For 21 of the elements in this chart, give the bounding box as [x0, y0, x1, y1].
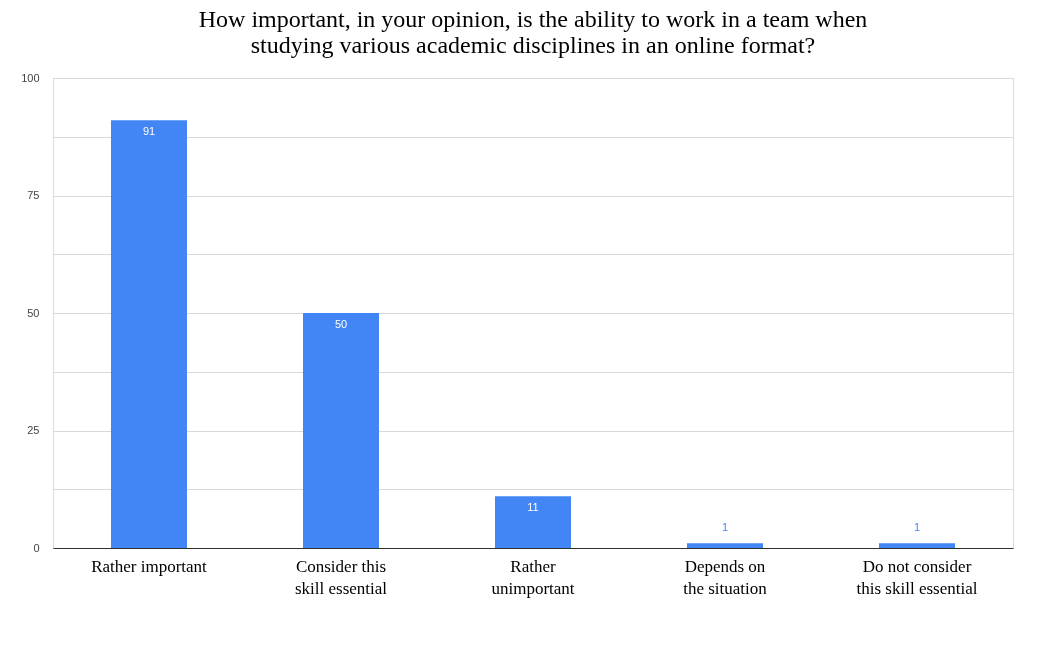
bar	[111, 120, 187, 548]
data-label: 1	[913, 521, 921, 534]
data-label: 1	[721, 521, 729, 534]
bar	[495, 496, 571, 548]
x-tick-label: Rather important	[91, 556, 208, 576]
y-tick-label: 100	[21, 71, 40, 84]
y-tick-label: 0	[33, 541, 40, 554]
x-tick-label: Depends on the situation	[683, 556, 768, 598]
data-label: 91	[142, 125, 156, 138]
y-tick-label: 25	[27, 424, 40, 436]
x-tick-label: Rather unimportant	[491, 556, 575, 598]
bar	[687, 543, 763, 548]
chart-title: How important, in your opinion, is the ability to work in a team when studying various academic disciplines in an online format?	[198, 6, 868, 58]
data-label: 50	[334, 318, 348, 330]
bar	[879, 543, 955, 548]
y-tick-label: 50	[27, 306, 40, 319]
y-tick-label: 75	[27, 189, 40, 201]
x-tick-label: Do not consider this skill essential	[856, 556, 978, 598]
x-tick-label: Consider this skill essential	[294, 556, 388, 598]
data-label: 11	[527, 501, 539, 514]
bar	[303, 313, 379, 548]
